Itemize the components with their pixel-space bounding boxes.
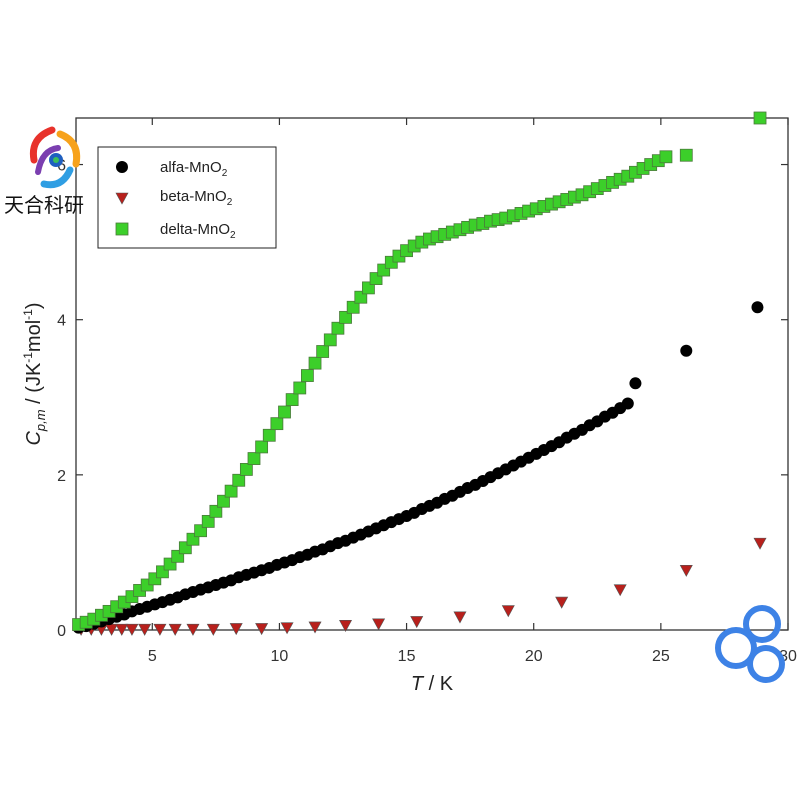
data-point <box>323 333 337 347</box>
x-tick-label: 20 <box>525 648 543 665</box>
data-point <box>262 428 276 442</box>
data-point <box>453 611 467 624</box>
legend-marker-alfa <box>116 161 128 173</box>
data-point <box>659 150 673 164</box>
watermark-swirl-icon <box>29 126 81 189</box>
data-point <box>680 344 693 357</box>
data-point <box>293 381 307 395</box>
data-point <box>201 514 215 528</box>
watermark-text: 天合科研 <box>4 193 84 217</box>
data-point <box>629 377 642 390</box>
data-point <box>300 369 314 382</box>
data-point <box>751 301 764 314</box>
data-point <box>331 321 345 335</box>
legend-label-beta: beta-MnO2 <box>160 188 233 208</box>
data-marks <box>72 111 767 636</box>
data-point <box>125 623 139 636</box>
x-tick-label: 25 <box>652 648 670 665</box>
legend: alfa-MnO2 beta-MnO2 delta-MnO2 <box>97 146 277 249</box>
data-point <box>255 440 269 454</box>
data-point <box>308 356 322 370</box>
data-point <box>285 393 299 407</box>
legend-label-alfa: alfa-MnO2 <box>160 159 228 179</box>
series-delta <box>72 111 767 631</box>
y-tick-label: 0 <box>57 623 66 640</box>
data-point <box>501 605 515 618</box>
y-tick-label: 2 <box>57 468 66 485</box>
y-tick-label: 6 <box>57 158 66 175</box>
data-point <box>339 310 352 324</box>
data-point <box>115 623 129 636</box>
x-tick-label: 5 <box>148 648 157 665</box>
data-point <box>753 111 767 125</box>
watermark-logo: 天合科研 <box>4 126 84 217</box>
data-point <box>679 564 693 577</box>
data-point <box>278 405 291 419</box>
data-point <box>308 621 322 634</box>
corner-logo-icon <box>715 605 785 683</box>
data-point <box>153 623 167 636</box>
data-point <box>372 618 386 631</box>
data-point <box>209 504 223 518</box>
data-point <box>255 623 269 636</box>
data-point <box>280 622 294 635</box>
y-axis-title: Cp,m / (JK-1mol-1) <box>21 302 48 445</box>
y-tick-label: 4 <box>57 313 66 330</box>
data-point <box>168 623 182 636</box>
x-axis-title: T / K <box>411 673 454 695</box>
data-point <box>239 463 253 476</box>
x-tick-label: 15 <box>398 648 416 665</box>
data-point <box>206 623 220 636</box>
data-point <box>247 452 261 465</box>
series-alfa <box>72 301 764 634</box>
data-point <box>621 397 634 410</box>
data-point <box>138 623 152 636</box>
data-point <box>613 584 627 597</box>
data-point <box>555 596 569 609</box>
data-point <box>410 616 424 629</box>
data-point <box>339 620 353 632</box>
data-point <box>270 417 284 431</box>
data-point <box>753 537 767 550</box>
data-point <box>229 623 243 636</box>
legend-marker-beta <box>115 192 129 205</box>
data-point <box>679 148 693 162</box>
data-point <box>186 623 200 636</box>
legend-marker-delta <box>115 222 129 236</box>
data-point <box>217 494 230 508</box>
data-point <box>316 345 330 358</box>
legend-label-delta: delta-MnO2 <box>160 221 236 241</box>
data-point <box>232 473 246 487</box>
x-tick-label: 10 <box>271 648 289 665</box>
data-point <box>346 300 360 314</box>
data-point <box>224 484 238 498</box>
